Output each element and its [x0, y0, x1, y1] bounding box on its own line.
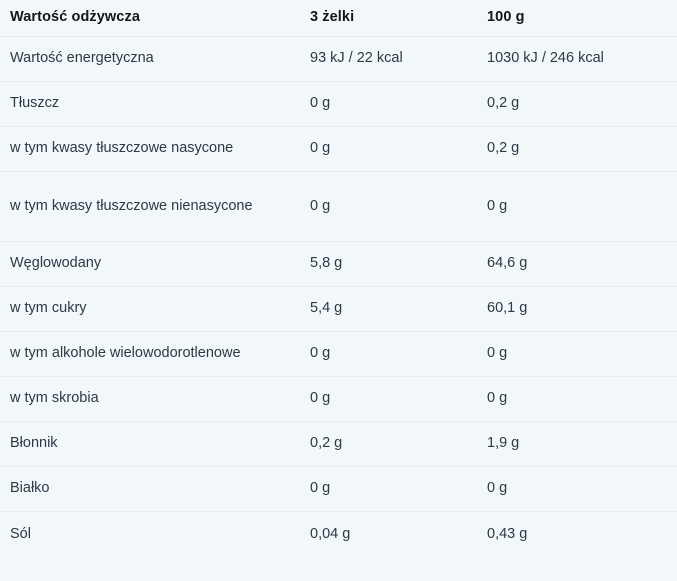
table-row: Wartość energetyczna 93 kJ / 22 kcal 103…: [0, 37, 677, 82]
nutrient-value-per-100g: 0 g: [487, 480, 508, 497]
nutrient-label: w tym skrobia: [10, 390, 99, 407]
nutrient-value-per-100g: 64,6 g: [487, 255, 528, 272]
nutrient-label: Wartość energetyczna: [10, 50, 154, 67]
nutrient-value-per-serving: 0 g: [310, 345, 331, 362]
nutrient-value-per-100g: 0 g: [487, 345, 508, 362]
table-row: Białko 0 g 0 g: [0, 467, 677, 512]
nutrient-value-per-serving: 0 g: [310, 390, 331, 407]
nutrient-label: w tym kwasy tłuszczowe nasycone: [10, 140, 234, 157]
table-row: Błonnik 0,2 g 1,9 g: [0, 422, 677, 467]
nutrient-value-per-serving: 0,2 g: [310, 435, 343, 452]
column-header-per-serving: 3 żelki: [310, 9, 355, 26]
table-header-row: Wartość odżywcza 3 żelki 100 g: [0, 0, 677, 37]
table-row: Sól 0,04 g 0,43 g: [0, 512, 677, 557]
table-row: w tym skrobia 0 g 0 g: [0, 377, 677, 422]
nutrition-table: Wartość odżywcza 3 żelki 100 g Wartość e…: [0, 0, 677, 557]
nutrient-value-per-serving: 5,4 g: [310, 300, 343, 317]
nutrient-label: w tym alkohole wielowodorotlenowe: [10, 345, 241, 362]
nutrient-label: Sól: [10, 525, 31, 542]
nutrient-label: Węglowodany: [10, 255, 102, 272]
nutrient-value-per-100g: 0,43 g: [487, 525, 528, 542]
table-row: w tym kwasy tłuszczowe nasycone 0 g 0,2 …: [0, 127, 677, 172]
nutrient-value-per-serving: 0 g: [310, 197, 331, 214]
nutrient-label: Błonnik: [10, 435, 58, 452]
nutrient-value-per-serving: 0 g: [310, 95, 331, 112]
nutrient-label: Tłuszcz: [10, 95, 60, 112]
nutrient-value-per-100g: 0 g: [487, 390, 508, 407]
nutrient-label: w tym kwasy tłuszczowe nienasycone: [10, 197, 253, 214]
nutrient-value-per-100g: 1,9 g: [487, 435, 520, 452]
nutrient-value-per-100g: 0,2 g: [487, 95, 520, 112]
table-row: w tym cukry 5,4 g 60,1 g: [0, 287, 677, 332]
column-header-nutrient: Wartość odżywcza: [10, 9, 140, 26]
nutrient-value-per-serving: 0,04 g: [310, 525, 351, 542]
column-header-per-100g: 100 g: [487, 9, 525, 26]
table-row: w tym kwasy tłuszczowe nienasycone 0 g 0…: [0, 172, 677, 242]
nutrient-value-per-serving: 0 g: [310, 140, 331, 157]
nutrient-value-per-serving: 93 kJ / 22 kcal: [310, 50, 403, 67]
table-row: Węglowodany 5,8 g 64,6 g: [0, 242, 677, 287]
nutrient-value-per-100g: 1030 kJ / 246 kcal: [487, 50, 604, 67]
nutrient-value-per-100g: 60,1 g: [487, 300, 528, 317]
nutrient-label: w tym cukry: [10, 300, 87, 317]
nutrient-label: Białko: [10, 480, 50, 497]
table-row: Tłuszcz 0 g 0,2 g: [0, 82, 677, 127]
table-row: w tym alkohole wielowodorotlenowe 0 g 0 …: [0, 332, 677, 377]
nutrient-value-per-100g: 0 g: [487, 197, 508, 214]
nutrient-value-per-100g: 0,2 g: [487, 140, 520, 157]
nutrient-value-per-serving: 0 g: [310, 480, 331, 497]
nutrient-value-per-serving: 5,8 g: [310, 255, 343, 272]
